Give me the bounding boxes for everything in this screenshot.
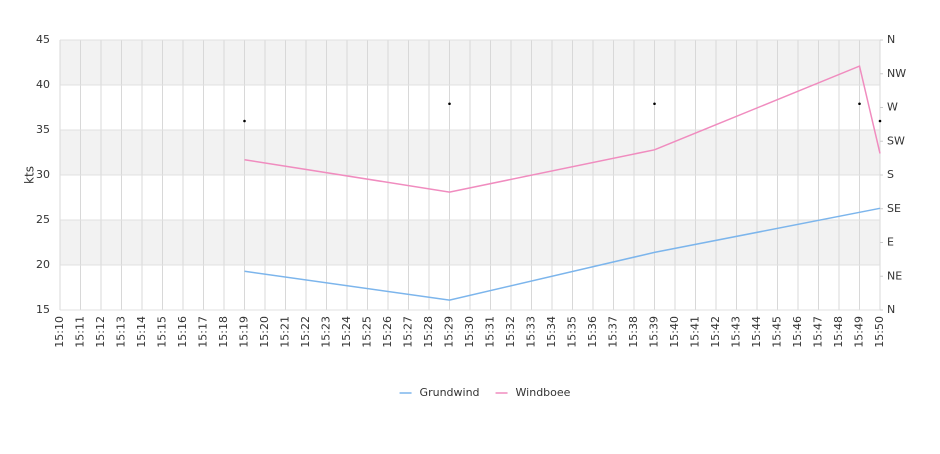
x-tick-label: 15:24 (340, 316, 353, 348)
y-tick-label: 15 (36, 303, 50, 316)
x-tick-label: 15:32 (504, 316, 517, 348)
y-axis-label: kts (23, 166, 37, 184)
y-tick-label: 45 (36, 33, 50, 46)
x-tick-label: 15:13 (115, 316, 128, 348)
y2-tick-label: N (887, 303, 895, 316)
x-tick-label: 15:31 (484, 316, 497, 348)
x-tick-label: 15:23 (320, 316, 333, 348)
y2-tick-label: S (887, 168, 894, 181)
x-tick-label: 15:35 (566, 316, 579, 348)
y-tick-label: 25 (36, 213, 50, 226)
x-tick-label: 15:20 (258, 316, 271, 348)
x-tick-label: 15:40 (668, 316, 681, 348)
x-tick-label: 15:19 (238, 316, 251, 348)
x-tick-label: 15:41 (689, 316, 702, 348)
x-tick-label: 15:47 (812, 316, 825, 348)
y2-tick-label: SE (887, 202, 901, 215)
x-tick-label: 15:17 (197, 316, 210, 348)
x-tick-label: 15:10 (53, 316, 66, 348)
legend-label: Windboee (516, 386, 571, 399)
y-tick-label: 35 (36, 123, 50, 136)
x-tick-label: 15:43 (730, 316, 743, 348)
series-line (244, 207, 881, 301)
x-tick-label: 15:25 (361, 316, 374, 348)
x-tick-label: 15:11 (74, 316, 87, 348)
x-tick-label: 15:29 (443, 316, 456, 348)
y2-tick-label: SW (887, 134, 905, 147)
x-tick-label: 15:45 (771, 316, 784, 348)
y2-tick-label: E (887, 236, 894, 249)
x-tick-label: 15:38 (627, 316, 640, 348)
x-tick-label: 15:28 (422, 316, 435, 348)
y-tick-label: 30 (36, 168, 50, 181)
x-tick-label: 15:48 (832, 316, 845, 348)
legend-label: Grundwind (420, 386, 480, 399)
x-tick-label: 15:21 (279, 316, 292, 348)
x-tick-label: 15:49 (853, 316, 866, 348)
y2-tick-label: NW (887, 67, 906, 80)
y2-tick-label: W (887, 101, 898, 114)
x-tick-label: 15:15 (156, 316, 169, 348)
direction-marker (448, 102, 451, 106)
x-tick-label: 15:37 (607, 316, 620, 348)
series-line (244, 65, 881, 193)
direction-marker (243, 119, 246, 123)
x-tick-label: 15:34 (545, 316, 558, 348)
x-tick-label: 15:22 (299, 316, 312, 348)
y-tick-label: 40 (36, 78, 50, 91)
x-tick-label: 15:44 (750, 316, 763, 348)
x-tick-label: 15:42 (709, 316, 722, 348)
x-tick-label: 15:26 (381, 316, 394, 348)
x-tick-label: 15:33 (525, 316, 538, 348)
x-tick-label: 15:46 (791, 316, 804, 348)
direction-marker (858, 102, 861, 106)
direction-marker (653, 102, 656, 106)
x-tick-label: 15:50 (873, 316, 886, 348)
y2-tick-label: NE (887, 269, 902, 282)
x-tick-label: 15:30 (463, 316, 476, 348)
x-tick-label: 15:14 (135, 316, 148, 348)
x-tick-label: 15:39 (648, 316, 661, 348)
y2-tick-label: N (887, 33, 895, 46)
x-tick-label: 15:36 (586, 316, 599, 348)
x-tick-label: 15:27 (402, 316, 415, 348)
x-tick-label: 15:18 (217, 316, 230, 348)
y-tick-label: 20 (36, 258, 50, 271)
direction-marker (878, 119, 882, 123)
x-tick-label: 15:16 (176, 316, 189, 348)
legend: Grundwind Windboee (399, 386, 571, 399)
x-tick-label: 15:12 (94, 316, 107, 348)
